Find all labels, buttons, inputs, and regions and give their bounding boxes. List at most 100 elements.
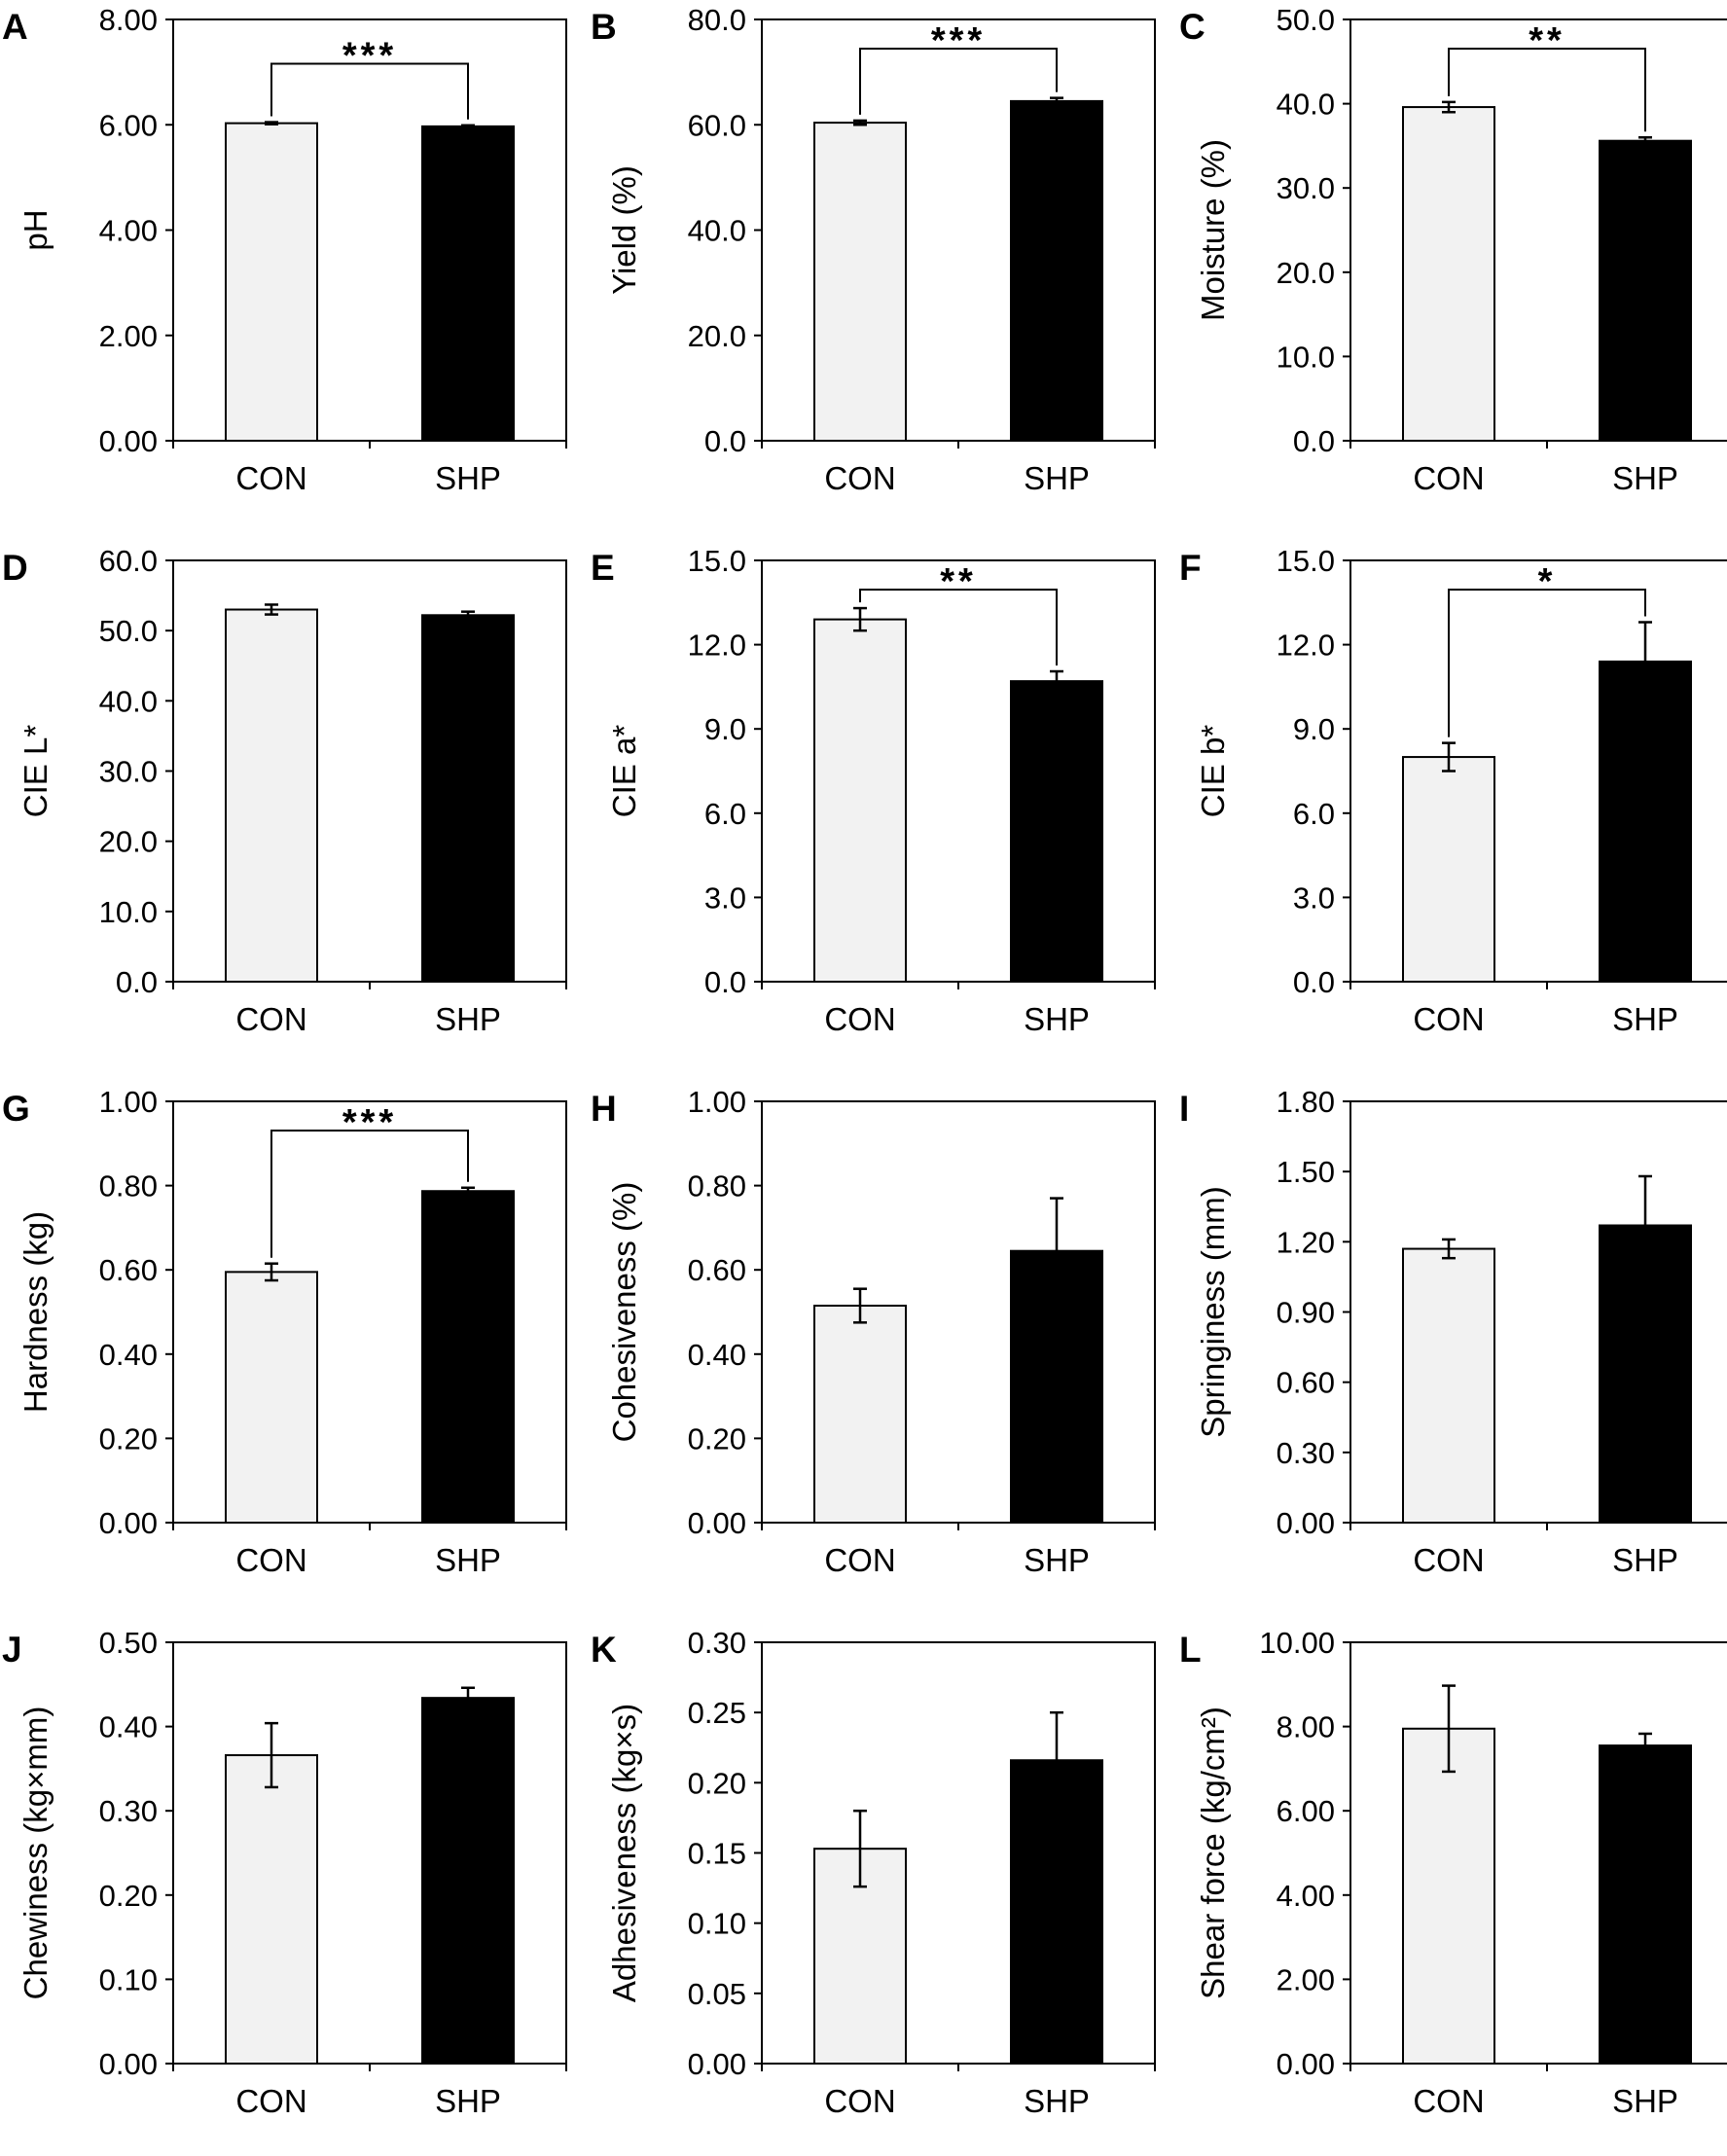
x-tick-label-shp: SHP bbox=[1024, 460, 1090, 496]
bar-con bbox=[1402, 106, 1495, 443]
y-tick-label: 0.15 bbox=[688, 1837, 746, 1871]
y-tick-label: 0.60 bbox=[99, 1253, 158, 1287]
significance-marker: ** bbox=[1529, 20, 1565, 61]
y-tick-label: 4.00 bbox=[1277, 1879, 1335, 1913]
chart-panel-f: F CIE b* 0.0 3.0 6.0 9.0 12.0 15.0 CON SHP * bbox=[1179, 544, 1727, 1037]
x-tick-label-shp: SHP bbox=[1024, 2083, 1090, 2119]
bar-shp bbox=[1010, 1759, 1103, 2066]
bar-shp bbox=[1010, 680, 1103, 983]
y-tick-label: 10.00 bbox=[1259, 1626, 1335, 1660]
y-tick-label: 1.20 bbox=[1277, 1225, 1335, 1259]
chart-panel-i: I Springiness (mm) 0.00 0.30 0.60 0.90 1.20 1.5… bbox=[1179, 1085, 1727, 1578]
y-axis-label: Adhesiveness (kg×s) bbox=[606, 1704, 642, 2002]
bar-con bbox=[225, 122, 318, 442]
panel-letter: L bbox=[1179, 1630, 1202, 1670]
y-tick-label: 6.0 bbox=[1293, 797, 1335, 831]
y-tick-label: 0.60 bbox=[688, 1253, 746, 1287]
y-tick-label: 0.0 bbox=[704, 424, 746, 458]
y-tick-label: 1.00 bbox=[688, 1085, 746, 1119]
y-tick-label: 0.00 bbox=[99, 2047, 158, 2081]
y-tick-label: 10.0 bbox=[99, 895, 158, 929]
x-tick-label-con: CON bbox=[824, 1542, 895, 1578]
y-tick-label: 0.30 bbox=[99, 1794, 158, 1828]
bar-shp bbox=[421, 125, 515, 442]
y-tick-label: 0.10 bbox=[99, 1962, 158, 1996]
chart-panel-e: E CIE a* 0.0 3.0 6.0 9.0 12.0 15.0 CON SHP ** bbox=[591, 544, 1156, 1037]
y-tick-label: 0.80 bbox=[99, 1169, 158, 1204]
y-tick-label: 2.00 bbox=[1277, 1962, 1335, 1996]
y-tick-label: 0.0 bbox=[116, 965, 158, 999]
chart-panel-c: C Moisture (%) 0.0 10.0 20.0 30.0 40.0 50.0 CON S… bbox=[1179, 3, 1727, 496]
y-tick-label: 8.00 bbox=[99, 3, 158, 37]
y-tick-label: 50.0 bbox=[99, 614, 158, 648]
y-tick-label: 0.40 bbox=[99, 1338, 158, 1372]
significance-marker: *** bbox=[342, 1102, 397, 1143]
x-tick-label-shp: SHP bbox=[1024, 1001, 1090, 1037]
bar-shp bbox=[1599, 1744, 1692, 2066]
y-tick-label: 30.0 bbox=[1277, 171, 1335, 205]
significance-marker: * bbox=[1538, 561, 1557, 602]
y-tick-label: 15.0 bbox=[1277, 544, 1335, 578]
x-tick-label-con: CON bbox=[1413, 2083, 1484, 2119]
x-tick-label-shp: SHP bbox=[1024, 1542, 1090, 1578]
significance-bracket bbox=[270, 1130, 469, 1258]
x-tick-label-con: CON bbox=[824, 460, 895, 496]
significance-bracket bbox=[859, 589, 1058, 666]
y-tick-label: 2.00 bbox=[99, 319, 158, 353]
panel-letter: F bbox=[1179, 548, 1202, 588]
x-tick-label-con: CON bbox=[235, 1542, 306, 1578]
panel-letter: E bbox=[591, 548, 615, 588]
y-tick-label: 0.30 bbox=[688, 1626, 746, 1660]
y-tick-label: 1.00 bbox=[99, 1085, 158, 1119]
bar-con bbox=[813, 618, 907, 984]
x-tick-label-shp: SHP bbox=[1612, 460, 1678, 496]
bar-con bbox=[813, 1305, 907, 1524]
y-tick-label: 6.00 bbox=[99, 108, 158, 142]
bar-con bbox=[1402, 1247, 1495, 1525]
y-tick-label: 3.0 bbox=[704, 880, 746, 915]
significance-bracket bbox=[1448, 48, 1646, 132]
panel-letter: B bbox=[591, 7, 617, 47]
significance-marker: ** bbox=[940, 561, 977, 602]
y-tick-label: 0.25 bbox=[688, 1696, 746, 1730]
y-tick-label: 0.20 bbox=[688, 1766, 746, 1800]
x-tick-label-con: CON bbox=[1413, 1542, 1484, 1578]
y-tick-label: 60.0 bbox=[99, 544, 158, 578]
y-tick-label: 12.0 bbox=[688, 629, 746, 663]
y-tick-label: 0.80 bbox=[688, 1169, 746, 1204]
chart-panel-j: J Chewiness (kg×mm) 0.00 0.10 0.20 0.30 0.40 0.… bbox=[2, 1626, 567, 2119]
chart-panel-l: L Shear force (kg/cm²) 0.00 2.00 4.00 6.00 8.0… bbox=[1179, 1626, 1727, 2119]
panel-letter: K bbox=[591, 1630, 617, 1670]
y-tick-label: 0.30 bbox=[1277, 1436, 1335, 1470]
y-tick-label: 4.00 bbox=[99, 214, 158, 248]
y-axis-label: CIE b* bbox=[1195, 725, 1231, 818]
y-tick-label: 50.0 bbox=[1277, 3, 1335, 37]
y-axis-label: CIE L* bbox=[18, 725, 54, 818]
bar-shp bbox=[1599, 139, 1692, 442]
y-tick-label: 0.00 bbox=[688, 1506, 746, 1540]
x-tick-label-shp: SHP bbox=[1612, 1001, 1678, 1037]
bar-con bbox=[225, 1754, 318, 2065]
y-tick-label: 0.20 bbox=[99, 1421, 158, 1455]
bar-con bbox=[225, 1271, 318, 1525]
y-tick-label: 20.0 bbox=[99, 825, 158, 859]
y-tick-label: 6.0 bbox=[704, 797, 746, 831]
y-tick-label: 0.50 bbox=[99, 1626, 158, 1660]
x-tick-label-con: CON bbox=[235, 460, 306, 496]
bar-con bbox=[1402, 1727, 1495, 2065]
significance-bracket bbox=[859, 48, 1058, 115]
bar-con bbox=[813, 122, 907, 443]
y-tick-label: 0.0 bbox=[1293, 965, 1335, 999]
y-tick-label: 30.0 bbox=[99, 755, 158, 789]
y-tick-label: 60.0 bbox=[688, 108, 746, 142]
panel-letter: D bbox=[2, 548, 28, 588]
panel-letter: H bbox=[591, 1089, 617, 1129]
y-tick-label: 15.0 bbox=[688, 544, 746, 578]
chart-panel-k: K Adhesiveness (kg×s) 0.00 0.05 0.10 0.15 0.20… bbox=[591, 1626, 1156, 2119]
y-tick-label: 6.00 bbox=[1277, 1794, 1335, 1828]
y-tick-label: 0.90 bbox=[1277, 1296, 1335, 1330]
significance-bracket bbox=[1448, 589, 1646, 737]
y-axis-label: Hardness (kg) bbox=[18, 1211, 54, 1413]
significance-marker: *** bbox=[931, 20, 986, 61]
